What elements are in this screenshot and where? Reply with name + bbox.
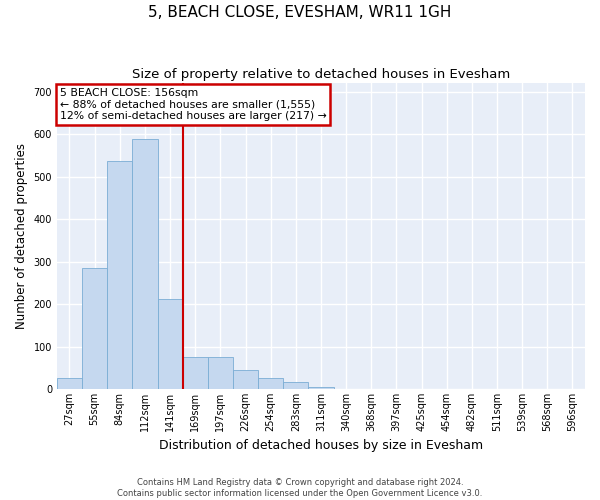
Title: Size of property relative to detached houses in Evesham: Size of property relative to detached ho… <box>132 68 510 80</box>
Bar <box>82 268 107 389</box>
Y-axis label: Number of detached properties: Number of detached properties <box>15 143 28 329</box>
X-axis label: Distribution of detached houses by size in Evesham: Distribution of detached houses by size … <box>159 440 483 452</box>
Bar <box>57 378 82 389</box>
Bar <box>308 387 334 389</box>
Text: 5, BEACH CLOSE, EVESHAM, WR11 1GH: 5, BEACH CLOSE, EVESHAM, WR11 1GH <box>148 5 452 20</box>
Bar <box>283 382 308 389</box>
Text: Contains HM Land Registry data © Crown copyright and database right 2024.
Contai: Contains HM Land Registry data © Crown c… <box>118 478 482 498</box>
Bar <box>182 356 208 389</box>
Bar <box>133 138 158 389</box>
Bar <box>258 378 283 389</box>
Bar <box>107 161 133 389</box>
Bar <box>233 370 258 389</box>
Bar <box>158 298 182 389</box>
Bar <box>208 356 233 389</box>
Text: 5 BEACH CLOSE: 156sqm
← 88% of detached houses are smaller (1,555)
12% of semi-d: 5 BEACH CLOSE: 156sqm ← 88% of detached … <box>59 88 326 121</box>
